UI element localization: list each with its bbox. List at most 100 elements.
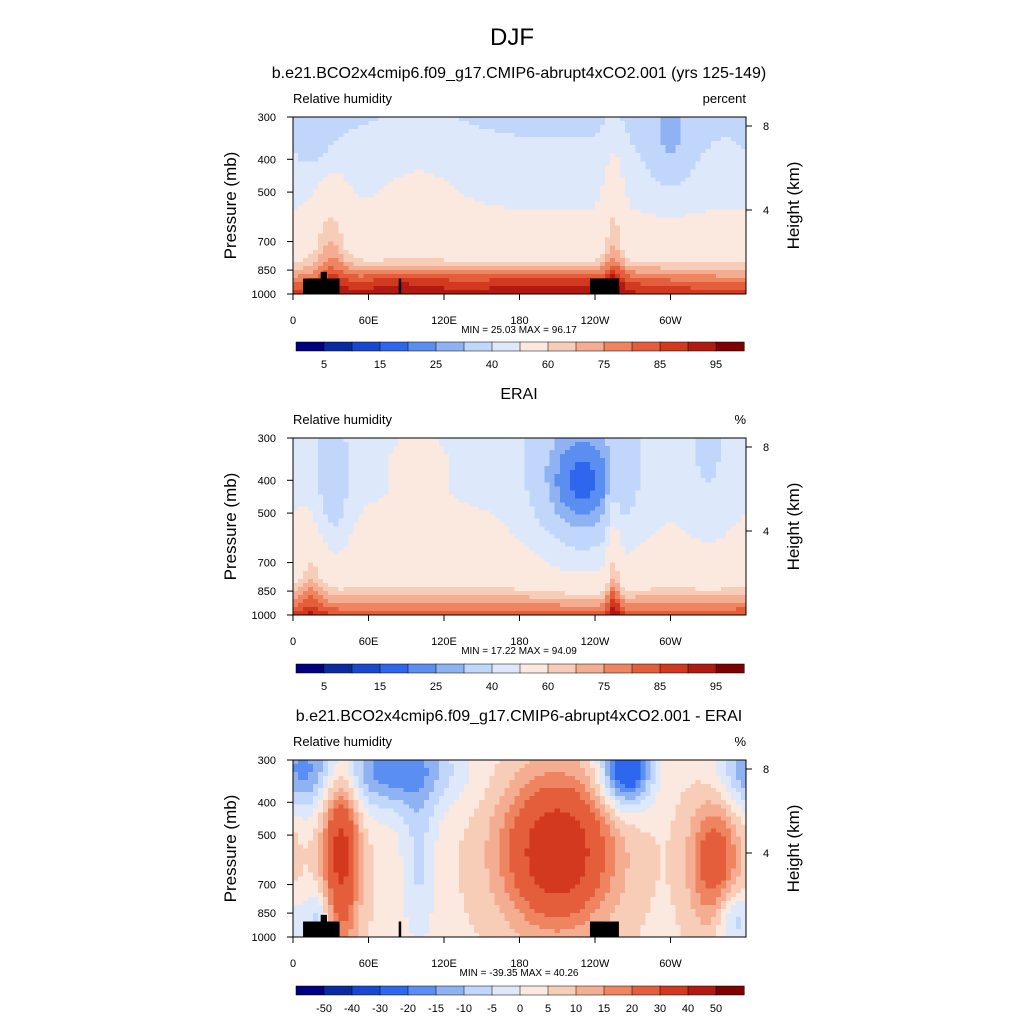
colorbar-swatch — [575, 341, 605, 352]
colorbar-swatch — [715, 341, 745, 352]
colorbar-label: 15 — [374, 359, 386, 371]
x-tick-label: 60W — [659, 315, 682, 327]
y-tick-label: 700 — [258, 558, 276, 570]
left-string: Relative humidity — [293, 91, 392, 106]
y-tick-label: 400 — [258, 797, 276, 809]
topography-block — [334, 921, 340, 937]
colorbar-swatch — [715, 663, 745, 674]
topography-block — [589, 278, 619, 294]
colorbar: 5 15 25 40 60 75 85 95 — [295, 663, 745, 693]
colorbar-swatch — [463, 663, 493, 674]
colorbar-swatch — [603, 663, 633, 674]
colorbar-swatch — [407, 341, 437, 352]
colorbar-swatch — [547, 663, 577, 674]
colorbar-label: 75 — [598, 359, 610, 371]
panel-3: b.e21.BCO2x4cmip6.f09_g17.CMIP6-abrupt4x… — [221, 708, 803, 1015]
stats-label: MIN = -39.35 MAX = 40.26 — [460, 968, 579, 979]
colorbar-swatch — [575, 663, 605, 674]
colorbar-label: 15 — [598, 1003, 610, 1015]
colorbar-label: 15 — [374, 681, 386, 693]
colorbar-swatch — [379, 663, 409, 674]
y2-axis-title: Height (km) — [784, 805, 803, 893]
topography — [303, 914, 619, 937]
colorbar-swatch — [351, 985, 381, 996]
y-tick-label: 850 — [258, 586, 276, 598]
y-tick-label: 400 — [258, 154, 276, 166]
y2-tick-label: 4 — [763, 848, 769, 860]
y-tick-label: 500 — [258, 187, 276, 199]
topography-block — [320, 914, 327, 937]
y2-tick-label: 8 — [763, 121, 769, 133]
colorbar-swatch — [435, 341, 465, 352]
colorbar-swatch — [631, 985, 661, 996]
y2-tick-label: 4 — [763, 205, 769, 217]
colorbar-label: 5 — [321, 681, 327, 693]
colorbar-swatch — [715, 985, 745, 996]
y-tick-label: 500 — [258, 830, 276, 842]
contour-field — [293, 438, 747, 616]
y-tick-label: 300 — [258, 112, 276, 124]
colorbar-label: 25 — [430, 359, 442, 371]
panel-1: b.e21.BCO2x4cmip6.f09_g17.CMIP6-abrupt4x… — [221, 65, 803, 371]
x-tick-label: 60E — [359, 958, 379, 970]
left-string: Relative humidity — [293, 734, 392, 749]
x-tick-label: 60W — [659, 636, 682, 648]
y-tick-label: 1000 — [252, 932, 276, 944]
y-tick-label: 700 — [258, 237, 276, 249]
colorbar-swatch — [435, 663, 465, 674]
y2-axis-title: Height (km) — [784, 483, 803, 571]
x-tick-label: 120E — [431, 958, 457, 970]
colorbar-swatch — [379, 985, 409, 996]
colorbar-swatch — [519, 663, 549, 674]
stats-label: MIN = 25.03 MAX = 96.17 — [461, 325, 577, 336]
colorbar-swatch — [687, 341, 717, 352]
colorbar-swatch — [351, 663, 381, 674]
colorbar-swatch — [687, 663, 717, 674]
colorbar-swatch — [323, 663, 353, 674]
colorbar-label: -20 — [400, 1003, 416, 1015]
x-tick-label: 120E — [431, 636, 457, 648]
colorbar-label: -40 — [344, 1003, 360, 1015]
colorbar-swatch — [463, 341, 493, 352]
colorbar-swatch — [603, 985, 633, 996]
topography-block — [303, 921, 335, 937]
colorbar-label: 25 — [430, 681, 442, 693]
right-string: percent — [703, 91, 747, 106]
colorbar-swatch — [519, 341, 549, 352]
colorbar-swatch — [659, 341, 689, 352]
colorbar: 5 15 25 40 60 75 85 95 — [295, 341, 745, 371]
colorbar-swatch — [547, 341, 577, 352]
contour-field — [293, 117, 747, 295]
panel-title: ERAI — [500, 386, 537, 403]
colorbar-swatch — [575, 985, 605, 996]
panel-2: ERAI Relative humidity % 0 60E 120E 180 120W 60W… — [221, 386, 803, 693]
x-tick-label: 60E — [359, 315, 379, 327]
left-string: Relative humidity — [293, 412, 392, 427]
colorbar-swatch — [435, 985, 465, 996]
y-tick-label: 1000 — [252, 610, 276, 622]
colorbar-swatch — [463, 985, 493, 996]
y-tick-label: 850 — [258, 908, 276, 920]
y-axis-title: Pressure (mb) — [221, 795, 240, 903]
colorbar-label: 40 — [486, 359, 498, 371]
x-tick-label: 120W — [581, 315, 610, 327]
colorbar-label: -5 — [487, 1003, 497, 1015]
colorbar-swatch — [519, 985, 549, 996]
colorbar-label: 40 — [682, 1003, 694, 1015]
x-tick-label: 0 — [290, 636, 296, 648]
colorbar-label: 10 — [570, 1003, 582, 1015]
y-tick-label: 1000 — [252, 289, 276, 301]
panel-title: b.e21.BCO2x4cmip6.f09_g17.CMIP6-abrupt4x… — [296, 708, 742, 725]
colorbar-swatch — [407, 985, 437, 996]
y-tick-label: 400 — [258, 475, 276, 487]
y2-tick-label: 8 — [763, 442, 769, 454]
panels: b.e21.BCO2x4cmip6.f09_g17.CMIP6-abrupt4x… — [221, 65, 803, 1015]
y-axis-title: Pressure (mb) — [221, 473, 240, 581]
colorbar-swatch — [631, 663, 661, 674]
colorbar-label: 85 — [654, 359, 666, 371]
x-tick-label: 60E — [359, 636, 379, 648]
y2-axis-title: Height (km) — [784, 162, 803, 250]
colorbar-label: -30 — [372, 1003, 388, 1015]
topography-block — [320, 271, 327, 294]
